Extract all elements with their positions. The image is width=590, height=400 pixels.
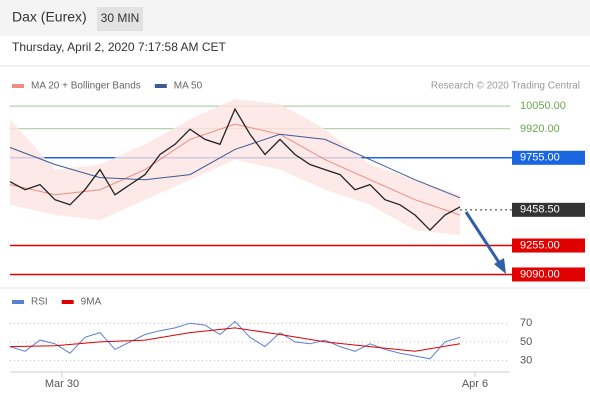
projection-arrow: [464, 211, 506, 274]
timestamp: Thursday, April 2, 2020 7:17:58 AM CET: [12, 40, 227, 54]
series-line: [9, 327, 461, 352]
series-line: [9, 123, 461, 216]
x-tick-label: Apr 6: [462, 378, 488, 390]
y-tick-label: 30: [520, 355, 532, 367]
interval-label[interactable]: 30 MIN: [101, 11, 140, 25]
legend-swatch: [12, 300, 24, 304]
legend-swatch: [61, 300, 74, 304]
level-box: [512, 238, 585, 253]
level-label: 9458.50: [520, 204, 560, 216]
instrument-title: Dax (Eurex): [12, 9, 87, 25]
level-label: 9920.00: [520, 123, 560, 135]
credit: Research © 2020 Trading Central: [431, 81, 580, 92]
level-label: 9090.00: [520, 268, 560, 280]
legend-swatch: [154, 84, 167, 88]
series-line: [9, 107, 461, 232]
y-tick-label: 70: [520, 317, 532, 329]
interval-badge[interactable]: [97, 7, 143, 31]
level-box: [512, 150, 585, 165]
series-line: [9, 133, 461, 199]
level-label: 9755.00: [520, 152, 560, 164]
arrow-head: [494, 258, 506, 274]
series-line: [9, 320, 461, 360]
level-box: [512, 202, 585, 217]
legend-label: MA 50: [174, 81, 203, 92]
level-box: [512, 267, 585, 282]
header-bar: [0, 0, 590, 36]
level-label: 10050.00: [520, 100, 566, 112]
arrow-shaft: [464, 211, 502, 265]
x-tick-label: Mar 30: [45, 378, 79, 390]
legend-swatch: [12, 84, 24, 88]
level-label: 9255.00: [520, 239, 560, 251]
legend-label: 9MA: [81, 297, 102, 308]
bollinger-band: [10, 99, 460, 236]
legend-label: RSI: [31, 297, 48, 308]
plot: 10050.00 9920.00 9755.00 9458.50 9255.00 9090…: [9, 81, 585, 390]
legend-label: MA 20 + Bollinger Bands: [31, 81, 141, 92]
y-tick-label: 50: [520, 336, 532, 348]
